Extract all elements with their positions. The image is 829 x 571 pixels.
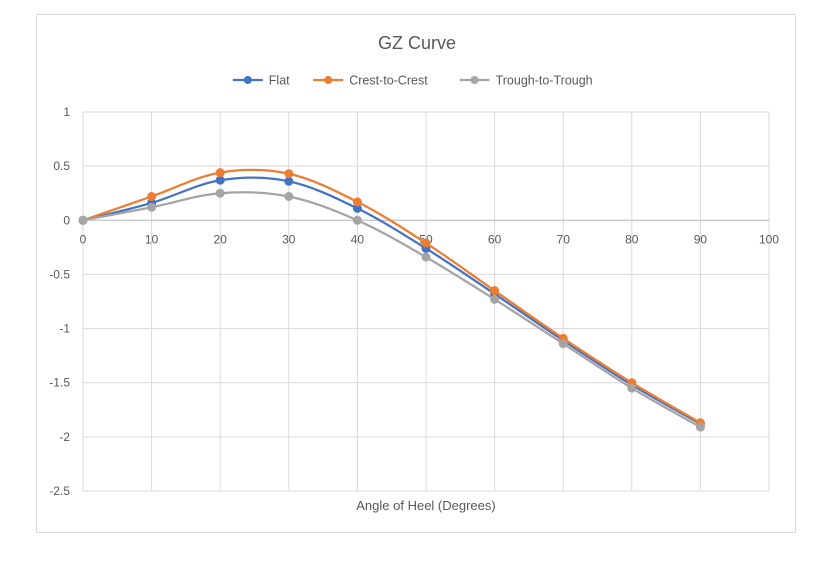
x-tick-label: 60 bbox=[488, 232, 502, 246]
chart-frame: GZ Curve Flat Crest-to-Crest Trough-to-Tro… bbox=[36, 14, 796, 533]
legend-label: Crest-to-Crest bbox=[349, 74, 428, 88]
y-tick-label: -1 bbox=[59, 322, 70, 336]
y-axis-ticks: 1 0.5 0 -0.5 -1 -1.5 -2 -2.5 bbox=[49, 105, 70, 498]
data-point-crest-to-crest bbox=[352, 197, 362, 207]
y-tick-label: 0.5 bbox=[53, 159, 70, 173]
data-point-trough-to-trough bbox=[695, 422, 705, 432]
legend-label: Trough-to-Trough bbox=[496, 74, 593, 88]
y-tick-label: 1 bbox=[63, 105, 70, 119]
data-point-flat bbox=[215, 175, 225, 185]
data-point-trough-to-trough bbox=[284, 191, 294, 201]
y-tick-label: -1.5 bbox=[49, 376, 70, 390]
y-tick-label: -2 bbox=[59, 430, 70, 444]
x-tick-label: 80 bbox=[625, 232, 639, 246]
legend-swatch-marker bbox=[324, 76, 333, 84]
series-line-flat bbox=[81, 176, 702, 425]
legend-item-flat: Flat bbox=[232, 74, 290, 88]
data-point-trough-to-trough bbox=[558, 339, 568, 349]
x-tick-label: 90 bbox=[694, 232, 708, 246]
x-tick-label: 70 bbox=[557, 232, 571, 246]
data-point-crest-to-crest bbox=[421, 238, 431, 248]
x-tick-label: 10 bbox=[145, 232, 159, 246]
chart-title: GZ Curve bbox=[378, 33, 456, 53]
gz-curve-chart: GZ Curve Flat Crest-to-Crest Trough-to-Tro… bbox=[49, 33, 779, 513]
data-point-trough-to-trough bbox=[352, 215, 362, 225]
data-point-crest-to-crest bbox=[147, 191, 157, 201]
data-point-crest-to-crest bbox=[215, 168, 225, 178]
legend: Flat Crest-to-Crest Trough-to-Trough bbox=[232, 74, 593, 88]
x-axis-title: Angle of Heel (Degrees) bbox=[356, 498, 495, 513]
x-tick-label: 40 bbox=[351, 232, 365, 246]
y-tick-label: -0.5 bbox=[49, 267, 70, 281]
legend-label: Flat bbox=[269, 74, 290, 88]
legend-item-crest-to-crest: Crest-to-Crest bbox=[313, 74, 428, 88]
data-point-trough-to-trough bbox=[147, 202, 157, 212]
series-flat bbox=[78, 175, 705, 429]
data-point-crest-to-crest bbox=[284, 169, 294, 179]
y-tick-label: 0 bbox=[63, 213, 70, 227]
series-layer bbox=[78, 168, 705, 432]
x-tick-label: 30 bbox=[282, 232, 296, 246]
series-line-trough-to-trough bbox=[81, 191, 702, 429]
legend-item-trough-to-trough: Trough-to-Trough bbox=[459, 74, 593, 88]
data-point-trough-to-trough bbox=[490, 294, 500, 304]
data-point-crest-to-crest bbox=[490, 286, 500, 296]
x-tick-label: 0 bbox=[80, 232, 87, 246]
data-point-trough-to-trough bbox=[78, 215, 88, 225]
series-crest-to-crest bbox=[78, 168, 705, 428]
legend-swatch-marker bbox=[470, 76, 479, 84]
legend-swatch-marker bbox=[243, 76, 252, 84]
x-tick-label: 20 bbox=[214, 232, 228, 246]
data-point-flat bbox=[284, 176, 294, 186]
data-point-trough-to-trough bbox=[215, 188, 225, 198]
grid bbox=[82, 111, 770, 492]
data-point-trough-to-trough bbox=[627, 383, 637, 393]
y-tick-label: -2.5 bbox=[49, 484, 70, 498]
x-tick-label: 100 bbox=[759, 232, 779, 246]
series-line-crest-to-crest bbox=[81, 168, 702, 424]
data-point-trough-to-trough bbox=[421, 252, 431, 262]
series-trough-to-trough bbox=[78, 188, 705, 432]
